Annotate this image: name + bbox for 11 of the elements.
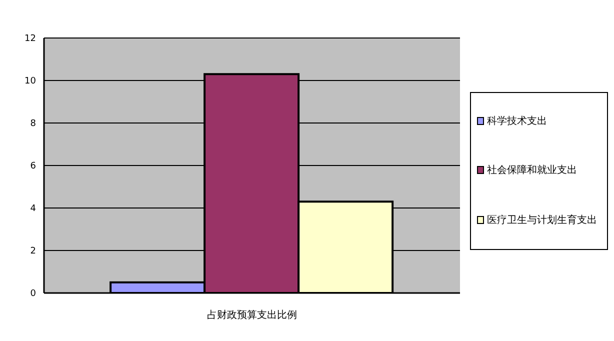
y-tick-label: 6 — [30, 162, 36, 172]
legend-label: 社会保障和就业支出 — [487, 164, 577, 178]
y-tick-label: 10 — [24, 76, 36, 87]
y-tick-label: 4 — [30, 204, 36, 214]
legend-label: 科学技术支出 — [487, 114, 547, 128]
y-tick-label: 8 — [30, 119, 36, 130]
y-tick-label: 12 — [24, 34, 36, 44]
y-tick-label: 2 — [30, 246, 36, 257]
x-tick-label: 占财政预算支出比例 — [207, 309, 297, 322]
y-tick-label: 0 — [30, 289, 36, 300]
legend-label: 医疗卫生与计划生育支出 — [487, 214, 597, 227]
